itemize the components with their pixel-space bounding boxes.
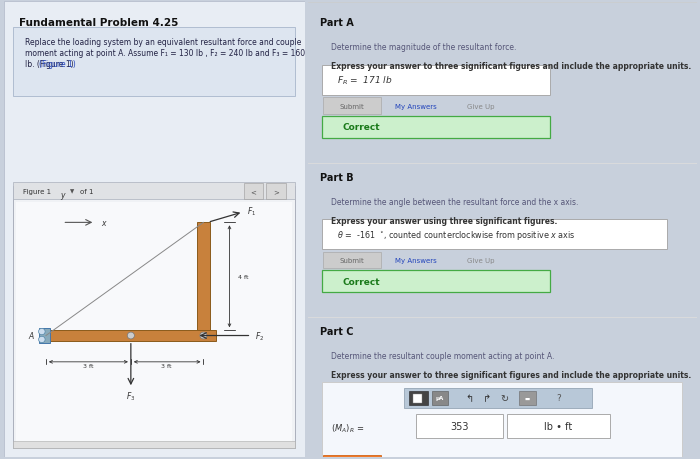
FancyBboxPatch shape	[416, 414, 503, 437]
Text: Part C: Part C	[320, 326, 354, 336]
Polygon shape	[46, 330, 216, 341]
FancyBboxPatch shape	[13, 441, 295, 448]
Text: Fundamental Problem 4.25: Fundamental Problem 4.25	[19, 18, 178, 28]
Text: My Answers: My Answers	[395, 257, 438, 263]
Text: ↻: ↻	[500, 393, 508, 403]
Text: 3 ft: 3 ft	[161, 363, 172, 368]
Text: $(M_A)_R$ =: $(M_A)_R$ =	[331, 422, 365, 434]
FancyBboxPatch shape	[507, 414, 610, 437]
Text: lb. (Figure 1): lb. (Figure 1)	[25, 60, 74, 69]
Text: Part A: Part A	[320, 18, 354, 28]
Text: 3 ft: 3 ft	[83, 363, 94, 368]
Text: Correct: Correct	[343, 123, 381, 132]
FancyBboxPatch shape	[323, 219, 666, 250]
Text: >: >	[273, 189, 279, 195]
FancyBboxPatch shape	[323, 455, 381, 459]
FancyBboxPatch shape	[244, 184, 263, 200]
Text: Replace the loading system by an equivalent resultant force and couple: Replace the loading system by an equival…	[25, 38, 301, 47]
Text: Determine the resultant couple moment acting at point A.: Determine the resultant couple moment ac…	[331, 351, 554, 360]
FancyBboxPatch shape	[405, 389, 592, 408]
Text: Determine the angle between the resultant force and the x axis.: Determine the angle between the resultan…	[331, 197, 579, 206]
FancyBboxPatch shape	[13, 183, 295, 200]
FancyBboxPatch shape	[323, 66, 550, 95]
Text: Express your answer to three significant figures and include the appropriate uni: Express your answer to three significant…	[331, 62, 692, 71]
Text: μA: μA	[436, 396, 445, 401]
FancyBboxPatch shape	[13, 28, 295, 97]
Polygon shape	[197, 223, 210, 330]
Text: Express your answer to three significant figures and include the appropriate uni: Express your answer to three significant…	[331, 370, 692, 379]
Circle shape	[127, 332, 134, 339]
Text: <: <	[251, 189, 256, 195]
Text: $F_3$: $F_3$	[126, 390, 136, 402]
Text: of 1: of 1	[80, 188, 94, 194]
FancyBboxPatch shape	[13, 186, 295, 448]
FancyBboxPatch shape	[409, 391, 428, 405]
FancyBboxPatch shape	[323, 98, 381, 115]
Text: Give Up: Give Up	[468, 103, 495, 109]
Text: Submit: Submit	[339, 257, 364, 263]
Text: My Answers: My Answers	[395, 103, 438, 109]
Text: 4 ft: 4 ft	[238, 274, 248, 279]
Text: Part B: Part B	[320, 172, 354, 182]
FancyBboxPatch shape	[432, 391, 448, 405]
Text: $F_1$: $F_1$	[247, 205, 256, 217]
Text: $\theta$ =  -161  $^{\circ}$, counted counterclockwise from positive $x$ axis: $\theta$ = -161 $^{\circ}$, counted coun…	[337, 228, 575, 241]
FancyBboxPatch shape	[15, 202, 293, 443]
FancyBboxPatch shape	[323, 117, 550, 139]
Text: (Figure 1): (Figure 1)	[39, 60, 76, 69]
Text: Submit: Submit	[339, 103, 364, 109]
Text: ↰: ↰	[466, 393, 473, 403]
Polygon shape	[39, 328, 50, 344]
Text: ↱: ↱	[482, 393, 491, 403]
Text: y: y	[60, 191, 64, 200]
Text: Express your answer using three significant figures.: Express your answer using three signific…	[331, 216, 558, 225]
Text: Determine the magnitude of the resultant force.: Determine the magnitude of the resultant…	[331, 43, 517, 52]
Text: $F_2$: $F_2$	[256, 330, 265, 342]
Text: Figure 1: Figure 1	[23, 188, 51, 194]
FancyBboxPatch shape	[266, 184, 286, 200]
Text: lb • ft: lb • ft	[545, 421, 573, 431]
Text: 353: 353	[450, 421, 469, 431]
Text: ▬: ▬	[525, 396, 530, 401]
Text: ?: ?	[556, 394, 561, 403]
Circle shape	[38, 329, 45, 335]
Text: A: A	[29, 331, 34, 340]
Text: Give Up: Give Up	[468, 257, 495, 263]
Text: x: x	[101, 218, 105, 227]
Text: ▼: ▼	[70, 189, 74, 194]
FancyBboxPatch shape	[323, 252, 381, 269]
FancyBboxPatch shape	[519, 391, 536, 405]
FancyBboxPatch shape	[413, 394, 422, 403]
FancyBboxPatch shape	[4, 2, 304, 457]
FancyBboxPatch shape	[323, 383, 682, 459]
Text: $F_R$ =  171 lb: $F_R$ = 171 lb	[337, 74, 393, 87]
Text: moment acting at point A. Assume F₁ = 130 lb , F₂ = 240 lb and F₃ = 160: moment acting at point A. Assume F₁ = 13…	[25, 49, 304, 58]
FancyBboxPatch shape	[323, 271, 550, 293]
Text: Correct: Correct	[343, 277, 381, 286]
Circle shape	[38, 336, 45, 343]
Circle shape	[200, 332, 207, 339]
